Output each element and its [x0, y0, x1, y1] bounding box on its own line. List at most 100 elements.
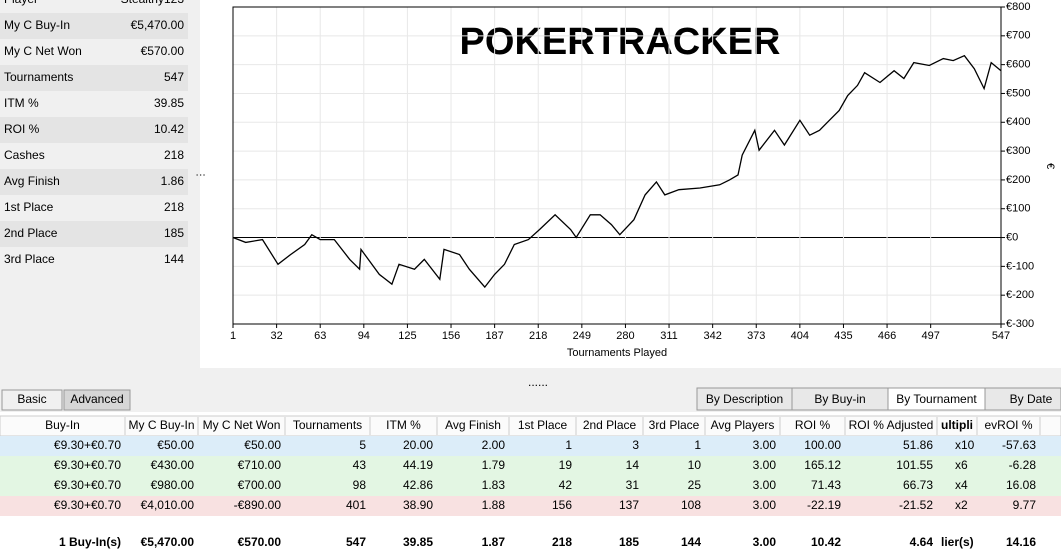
x-tick-label: 311 — [660, 330, 678, 342]
tab-label[interactable]: Basic — [17, 392, 46, 406]
y-tick-label: €500 — [1006, 87, 1030, 99]
table-cell: 1.87 — [482, 535, 506, 549]
column-header[interactable]: My C Buy-In — [128, 418, 194, 432]
table-cell: €430.00 — [151, 458, 195, 472]
table-cell: €5,470.00 — [141, 535, 195, 549]
table-cell: 16.08 — [1006, 478, 1036, 492]
y-tick-label: €300 — [1006, 145, 1030, 157]
data-line — [232, 54, 1002, 289]
table-cell: 1.83 — [482, 478, 506, 492]
stat-value: 218 — [164, 200, 184, 214]
table-cell: lier(s) — [941, 535, 974, 549]
column-header[interactable]: ROI % Adjusted — [849, 418, 934, 432]
tab-label[interactable]: By Buy-in — [814, 392, 865, 406]
stat-label: 1st Place — [4, 200, 54, 214]
table-cell: 165.12 — [804, 458, 841, 472]
x-axis-label: Tournaments Played — [567, 347, 667, 359]
y-tick-label: €200 — [1006, 174, 1030, 186]
tab-label[interactable]: Advanced — [70, 392, 123, 406]
table-cell: -€890.00 — [234, 498, 282, 512]
table-cell: x6 — [955, 458, 968, 472]
column-header[interactable]: My C Net Won — [203, 418, 281, 432]
y-tick-label: €800 — [1006, 1, 1030, 13]
table-cell: 10 — [688, 458, 702, 472]
table-cell: €9.30+€0.70 — [54, 438, 121, 452]
table-row[interactable] — [0, 436, 1061, 456]
x-tick-label: 125 — [398, 330, 416, 342]
x-tick-label: 497 — [921, 330, 939, 342]
table-cell: 3.00 — [753, 535, 777, 549]
table-cell: 144 — [681, 535, 701, 549]
table-cell: 3.00 — [753, 478, 777, 492]
table-cell: €980.00 — [151, 478, 195, 492]
column-header[interactable]: ROI % — [795, 418, 831, 432]
table-cell: 100.00 — [804, 438, 841, 452]
stat-label: My C Net Won — [4, 44, 82, 58]
table-cell: 1 Buy-In(s) — [59, 535, 121, 549]
x-tick-label: 435 — [834, 330, 852, 342]
tab-label[interactable]: By Description — [706, 392, 783, 406]
x-tick-label: 373 — [747, 330, 765, 342]
table-row[interactable] — [0, 476, 1061, 496]
y-tick-label: €100 — [1006, 203, 1030, 215]
stat-row — [0, 91, 188, 117]
stat-value: 144 — [164, 252, 184, 266]
stat-label: Cashes — [4, 148, 45, 162]
watermark: POKERTRACKER — [460, 21, 781, 63]
stat-value: 1.86 — [161, 174, 185, 188]
y-tick-label: €-200 — [1006, 289, 1034, 301]
stat-row — [0, 221, 188, 247]
column-header[interactable]: Tournaments — [293, 418, 362, 432]
table-cell: 2.00 — [482, 438, 506, 452]
stat-value: €570.00 — [141, 44, 185, 58]
column-header[interactable]: ITM % — [386, 418, 421, 432]
table-row[interactable] — [0, 456, 1061, 476]
table-cell: -21.52 — [899, 498, 933, 512]
x-tick-label: 156 — [442, 330, 460, 342]
x-tick-label: 187 — [485, 330, 503, 342]
column-header[interactable]: 3rd Place — [649, 418, 700, 432]
table-cell: 42 — [559, 478, 573, 492]
table-cell: 38.90 — [403, 498, 433, 512]
stat-row — [0, 117, 188, 143]
tab-label[interactable]: By Date — [1010, 392, 1053, 406]
table-cell: 9.77 — [1013, 498, 1037, 512]
table-cell: 31 — [626, 478, 640, 492]
table-cell: 5 — [359, 438, 366, 452]
stat-label: ROI % — [4, 122, 40, 136]
tab[interactable] — [1, 389, 63, 411]
tab[interactable] — [63, 389, 131, 411]
column-header[interactable]: Buy-In — [45, 418, 80, 432]
table-cell: 185 — [619, 535, 639, 549]
tab-label[interactable]: By Tournament — [896, 392, 977, 406]
table-row[interactable] — [0, 496, 1061, 516]
table-cell: -22.19 — [807, 498, 841, 512]
column-header[interactable]: 2nd Place — [583, 418, 637, 432]
table-cell: 43 — [353, 458, 367, 472]
x-tick-label: 249 — [573, 330, 591, 342]
stat-row — [0, 169, 188, 195]
table-cell: 14.16 — [1006, 535, 1036, 549]
table-cell: 19 — [559, 458, 573, 472]
table-cell: 108 — [681, 498, 701, 512]
table-cell: 1 — [694, 438, 701, 452]
table-cell: €9.30+€0.70 — [54, 498, 121, 512]
table-cell: 3.00 — [753, 438, 777, 452]
column-header[interactable]: Avg Players — [711, 418, 775, 432]
table-cell: 547 — [346, 535, 366, 549]
tab[interactable] — [984, 387, 1061, 411]
column-header[interactable]: ultipli — [941, 418, 973, 432]
stat-row — [0, 247, 188, 273]
table-cell: 401 — [346, 498, 366, 512]
table-cell: €570.00 — [238, 535, 282, 549]
column-header[interactable]: evROI % — [984, 418, 1032, 432]
table-cell: 4.64 — [910, 535, 934, 549]
table-cell: x4 — [955, 478, 968, 492]
table-cell: 71.43 — [811, 478, 841, 492]
stat-row — [0, 0, 188, 13]
y-axis-label: € — [1044, 163, 1056, 169]
y-tick-label: €400 — [1006, 116, 1030, 128]
column-header[interactable]: 1st Place — [518, 418, 568, 432]
column-header[interactable]: Avg Finish — [445, 418, 501, 432]
stat-label: Player — [4, 0, 38, 6]
